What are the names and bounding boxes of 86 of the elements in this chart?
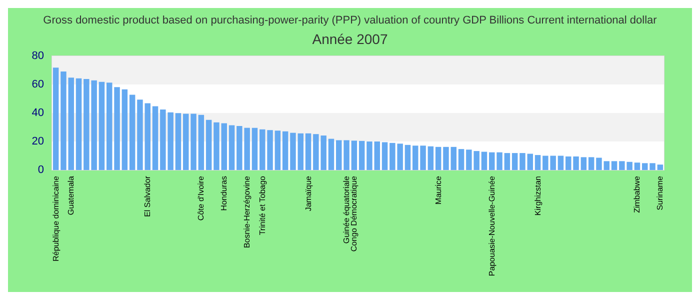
- bar: [68, 78, 74, 170]
- bar: [122, 89, 128, 170]
- bar: [137, 100, 143, 170]
- bar: [558, 156, 564, 170]
- bar: [534, 155, 541, 170]
- bar: [129, 94, 136, 170]
- bar: [657, 164, 664, 170]
- bar: [504, 153, 510, 170]
- chart-subtitle: Année 2007: [312, 31, 388, 47]
- bar: [450, 146, 456, 170]
- bar: [496, 152, 502, 170]
- bar: [274, 130, 281, 170]
- x-tick-label: Congo Démocratique: [350, 175, 359, 252]
- bar: [60, 72, 66, 170]
- x-tick-label: Honduras: [220, 176, 229, 211]
- bar: [252, 128, 258, 170]
- bar: [611, 161, 618, 170]
- chart-title: Gross domestic product based on purchasing-power-parity (PPP) valuation of country GDP Billions Current international dollar: [43, 14, 658, 26]
- bar: [489, 152, 495, 170]
- bar: [420, 146, 426, 170]
- bar: [214, 122, 220, 170]
- bar: [175, 113, 182, 170]
- bar: [206, 120, 212, 170]
- bar: [152, 106, 158, 170]
- bar: [596, 158, 602, 170]
- x-tick-label: Maurice: [434, 175, 443, 204]
- y-tick-label: 20: [32, 136, 44, 148]
- bar: [566, 156, 572, 170]
- x-tick-label: Kirghizstan: [533, 176, 542, 216]
- x-tick-label: Trinité et Tobago: [258, 175, 267, 236]
- x-tick-label: Bosnie-Herzégovine: [242, 175, 252, 248]
- bar: [520, 153, 526, 170]
- x-tick-label: Côte d'Ivoire: [196, 175, 206, 221]
- bar: [290, 132, 296, 170]
- bar: [298, 133, 304, 170]
- y-tick-label: 0: [38, 164, 44, 176]
- bar: [634, 162, 640, 170]
- bar: [351, 140, 358, 170]
- bar: [183, 114, 189, 170]
- bar: [305, 133, 312, 170]
- bar: [267, 130, 273, 170]
- x-tick-label: République dominicaine: [51, 175, 60, 262]
- x-tick-label: Zimbabwe: [632, 175, 642, 213]
- bar: [344, 140, 350, 170]
- bar: [221, 123, 227, 170]
- bar: [52, 68, 59, 170]
- bar: [76, 78, 82, 170]
- bar: [512, 153, 518, 170]
- bar: [198, 114, 204, 170]
- y-tick-label: 80: [32, 50, 44, 62]
- bar: [190, 114, 196, 170]
- bar: [382, 142, 388, 170]
- bar: [144, 103, 150, 170]
- bar: [106, 82, 112, 170]
- bar: [650, 163, 656, 170]
- bar: [458, 149, 464, 170]
- x-tick-label: El Salvador: [143, 176, 152, 217]
- bar: [404, 144, 411, 170]
- bar: [228, 125, 235, 170]
- bar: [412, 146, 418, 170]
- bar: [336, 140, 342, 170]
- bar: [358, 140, 365, 170]
- bar: [374, 142, 380, 170]
- x-tick-label: Papouasie-Nouvelle-Guinée: [487, 175, 496, 276]
- x-tick-label: Guinée équatoriale: [342, 175, 352, 244]
- bar: [366, 142, 372, 170]
- x-tick-label: Suriname: [656, 175, 665, 210]
- x-tick-label: Guatemala: [66, 175, 76, 216]
- bar: [573, 156, 579, 170]
- bar: [98, 82, 105, 170]
- bar: [282, 131, 288, 170]
- bar: [443, 146, 449, 170]
- bar: [114, 87, 120, 170]
- bar: [428, 146, 434, 170]
- bar: [604, 161, 610, 170]
- bar: [435, 146, 442, 170]
- bar: [260, 129, 266, 170]
- bar: [481, 152, 488, 170]
- bar: [588, 157, 594, 170]
- x-tick-label: Jamaïque: [304, 175, 313, 212]
- y-tick-label: 60: [32, 78, 44, 90]
- bar: [527, 154, 533, 170]
- bar: [328, 138, 334, 170]
- bar: [580, 157, 587, 170]
- y-tick-label: 40: [32, 107, 44, 119]
- bar: [642, 163, 648, 170]
